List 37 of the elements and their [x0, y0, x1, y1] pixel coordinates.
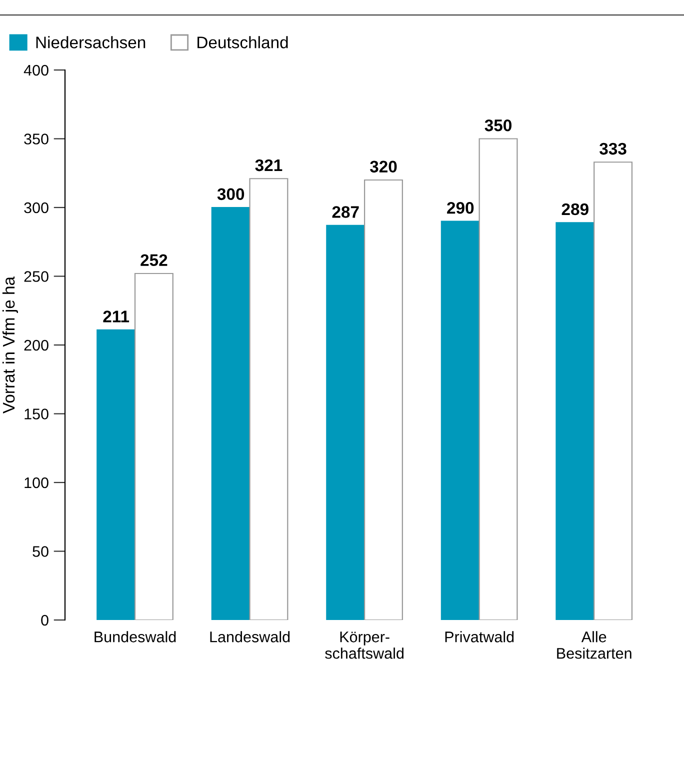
data-label: 211 — [103, 310, 130, 322]
bar — [440, 220, 480, 620]
y-tick-label: 400 — [24, 64, 48, 76]
legend-label: Niedersachsen — [36, 36, 146, 48]
y-tick-label: 0 — [41, 614, 48, 626]
data-label: 300 — [217, 188, 244, 200]
bar — [364, 179, 403, 620]
y-axis-title: Vorrat in Vfm je ha — [2, 276, 18, 414]
bar — [594, 162, 633, 620]
data-label: 287 — [332, 206, 359, 218]
bar — [326, 224, 366, 620]
y-tick-label: 100 — [24, 477, 48, 488]
data-label: 252 — [140, 254, 168, 266]
bar — [556, 222, 595, 620]
data-label: 350 — [484, 119, 512, 132]
data-label: 321 — [255, 159, 282, 172]
bar — [478, 138, 518, 620]
data-label: 290 — [447, 202, 474, 214]
x-tick-label: Körper- schaftswald — [325, 632, 404, 659]
bar — [249, 178, 288, 620]
data-label: 320 — [370, 160, 397, 173]
data-label: 289 — [562, 203, 588, 216]
data-label: 333 — [600, 142, 626, 155]
y-tick-label: 250 — [24, 271, 48, 282]
y-tick-label: 150 — [24, 408, 48, 420]
x-tick-label: Alle Besitzarten — [557, 631, 632, 659]
y-tick-label: 300 — [24, 202, 48, 214]
y-tick-label: 50 — [32, 546, 48, 557]
x-tick-label: Bundeswald — [94, 631, 176, 642]
x-tick-label: Privatwald — [445, 631, 514, 642]
bar — [211, 206, 250, 620]
bar — [96, 329, 136, 620]
x-tick-label: Landeswald — [210, 631, 290, 642]
y-tick-label: 350 — [24, 134, 48, 144]
bar — [134, 272, 174, 620]
legend-label: Deutschland — [198, 36, 288, 48]
y-tick-label: 200 — [24, 340, 48, 351]
